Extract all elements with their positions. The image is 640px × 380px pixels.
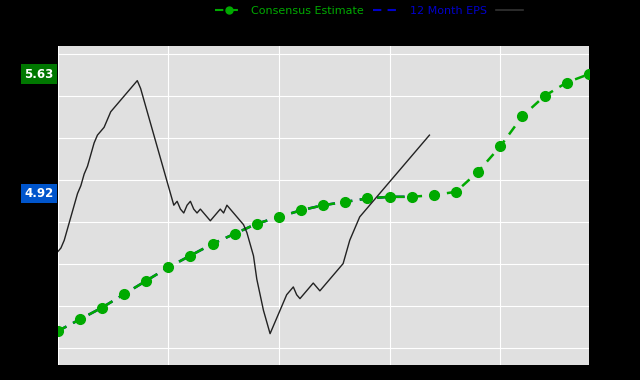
Text: 5.63: 5.63 <box>24 68 53 81</box>
Text: 4.92: 4.92 <box>24 187 53 200</box>
Legend: Consensus Estimate, 12 Month EPS, Price ($): Consensus Estimate, 12 Month EPS, Price … <box>211 2 583 21</box>
